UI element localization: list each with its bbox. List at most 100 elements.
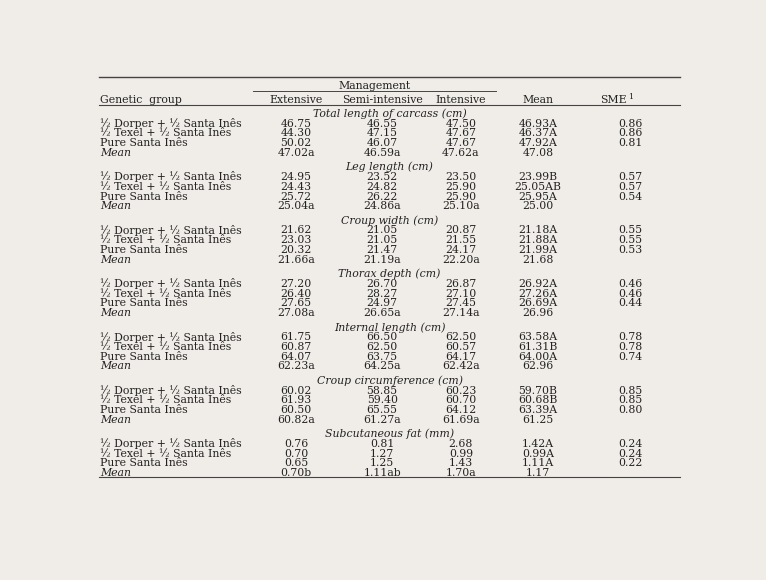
Text: 66.50: 66.50 <box>367 332 398 342</box>
Text: 1.25: 1.25 <box>370 458 394 469</box>
Text: Mean: Mean <box>100 201 132 211</box>
Text: 0.99: 0.99 <box>449 449 473 459</box>
Text: ½ Dorper + ½ Santa Inês: ½ Dorper + ½ Santa Inês <box>100 118 242 129</box>
Text: 60.82a: 60.82a <box>277 415 315 425</box>
Text: 47.67: 47.67 <box>445 138 476 148</box>
Text: 46.55: 46.55 <box>367 118 398 129</box>
Text: ½ Texel + ½ Santa Inês: ½ Texel + ½ Santa Inês <box>100 235 232 245</box>
Text: 26.22: 26.22 <box>366 191 398 201</box>
Text: 61.69a: 61.69a <box>442 415 480 425</box>
Text: 46.59a: 46.59a <box>364 148 401 158</box>
Text: 60.87: 60.87 <box>280 342 312 352</box>
Text: 23.52: 23.52 <box>367 172 398 182</box>
Text: ½ Dorper + ½ Santa Inês: ½ Dorper + ½ Santa Inês <box>100 225 242 236</box>
Text: Subcutaneous fat (mm): Subcutaneous fat (mm) <box>325 429 454 440</box>
Text: 62.42a: 62.42a <box>442 361 480 371</box>
Text: 64.17: 64.17 <box>445 351 476 362</box>
Text: ½ Texel + ½ Santa Inês: ½ Texel + ½ Santa Inês <box>100 182 232 192</box>
Text: 25.90: 25.90 <box>445 191 476 201</box>
Text: 23.03: 23.03 <box>280 235 312 245</box>
Text: 58.85: 58.85 <box>367 386 398 396</box>
Text: Intensive: Intensive <box>436 95 486 105</box>
Text: 64.12: 64.12 <box>445 405 476 415</box>
Text: 61.75: 61.75 <box>280 332 312 342</box>
Text: 61.93: 61.93 <box>280 396 312 405</box>
Text: 62.96: 62.96 <box>522 361 554 371</box>
Text: 27.65: 27.65 <box>280 298 312 309</box>
Text: 1.17: 1.17 <box>526 468 550 478</box>
Text: Genetic  group: Genetic group <box>100 95 182 105</box>
Text: 62.23a: 62.23a <box>277 361 315 371</box>
Text: 27.26A: 27.26A <box>519 288 558 299</box>
Text: 0.57: 0.57 <box>618 182 642 192</box>
Text: 28.27: 28.27 <box>367 288 398 299</box>
Text: 25.90: 25.90 <box>445 182 476 192</box>
Text: 0.86: 0.86 <box>618 128 642 139</box>
Text: 0.55: 0.55 <box>618 226 642 235</box>
Text: 0.22: 0.22 <box>618 458 642 469</box>
Text: 27.20: 27.20 <box>280 279 312 289</box>
Text: ½ Dorper + ½ Santa Inês: ½ Dorper + ½ Santa Inês <box>100 385 242 396</box>
Text: 1.27: 1.27 <box>370 449 394 459</box>
Text: Pure Santa Inês: Pure Santa Inês <box>100 191 188 201</box>
Text: 47.08: 47.08 <box>522 148 554 158</box>
Text: Croup width (cm): Croup width (cm) <box>341 215 438 226</box>
Text: 0.44: 0.44 <box>618 298 642 309</box>
Text: 0.85: 0.85 <box>618 386 642 396</box>
Text: Mean: Mean <box>522 95 554 105</box>
Text: Pure Santa Inês: Pure Santa Inês <box>100 245 188 255</box>
Text: 0.74: 0.74 <box>618 351 642 362</box>
Text: 64.25a: 64.25a <box>363 361 401 371</box>
Text: 26.92A: 26.92A <box>519 279 558 289</box>
Text: ½ Texel + ½ Santa Inês: ½ Texel + ½ Santa Inês <box>100 342 232 352</box>
Text: 25.04a: 25.04a <box>277 201 315 211</box>
Text: 1.11ab: 1.11ab <box>363 468 401 478</box>
Text: 24.82: 24.82 <box>367 182 398 192</box>
Text: 27.10: 27.10 <box>445 288 476 299</box>
Text: 64.00A: 64.00A <box>519 351 558 362</box>
Text: 47.62a: 47.62a <box>442 148 480 158</box>
Text: 0.86: 0.86 <box>618 118 642 129</box>
Text: 0.85: 0.85 <box>618 396 642 405</box>
Text: Total length of carcass (cm): Total length of carcass (cm) <box>313 108 466 119</box>
Text: 22.20a: 22.20a <box>442 255 480 264</box>
Text: ½ Dorper + ½ Santa Inês: ½ Dorper + ½ Santa Inês <box>100 278 242 289</box>
Text: 24.95: 24.95 <box>280 172 312 182</box>
Text: 24.86a: 24.86a <box>363 201 401 211</box>
Text: 25.10a: 25.10a <box>442 201 480 211</box>
Text: 64.07: 64.07 <box>280 351 312 362</box>
Text: 0.70: 0.70 <box>284 449 308 459</box>
Text: 46.07: 46.07 <box>367 138 398 148</box>
Text: 26.87: 26.87 <box>445 279 476 289</box>
Text: Mean: Mean <box>100 415 132 425</box>
Text: 1.11A: 1.11A <box>522 458 554 469</box>
Text: 63.58A: 63.58A <box>519 332 558 342</box>
Text: 26.96: 26.96 <box>522 308 554 318</box>
Text: 21.47: 21.47 <box>367 245 398 255</box>
Text: Mean: Mean <box>100 255 132 264</box>
Text: 1.70a: 1.70a <box>446 468 476 478</box>
Text: 1: 1 <box>627 93 633 101</box>
Text: 61.25: 61.25 <box>522 415 554 425</box>
Text: 44.30: 44.30 <box>280 128 312 139</box>
Text: 46.37A: 46.37A <box>519 128 558 139</box>
Text: 47.15: 47.15 <box>367 128 398 139</box>
Text: 26.70: 26.70 <box>367 279 398 289</box>
Text: 27.14a: 27.14a <box>442 308 480 318</box>
Text: 24.97: 24.97 <box>367 298 398 309</box>
Text: ½ Dorper + ½ Santa Inês: ½ Dorper + ½ Santa Inês <box>100 332 242 343</box>
Text: 60.68B: 60.68B <box>519 396 558 405</box>
Text: 62.50: 62.50 <box>445 332 476 342</box>
Text: Croup circumference (cm): Croup circumference (cm) <box>316 375 463 386</box>
Text: Mean: Mean <box>100 361 132 371</box>
Text: 0.53: 0.53 <box>618 245 642 255</box>
Text: ½ Texel + ½ Santa Inês: ½ Texel + ½ Santa Inês <box>100 396 232 405</box>
Text: 2.68: 2.68 <box>449 439 473 449</box>
Text: 26.69A: 26.69A <box>519 298 558 309</box>
Text: 60.02: 60.02 <box>280 386 312 396</box>
Text: Leg length (cm): Leg length (cm) <box>345 162 434 172</box>
Text: 25.95A: 25.95A <box>519 191 558 201</box>
Text: 60.70: 60.70 <box>445 396 476 405</box>
Text: 25.05AB: 25.05AB <box>515 182 561 192</box>
Text: 20.87: 20.87 <box>445 226 476 235</box>
